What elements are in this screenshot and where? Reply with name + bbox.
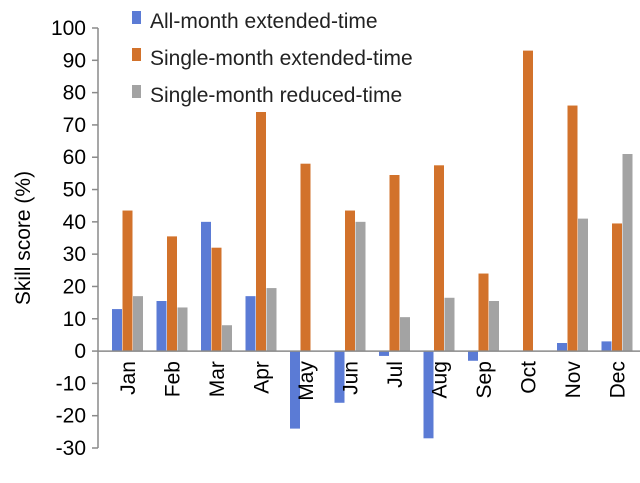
y-tick-label: 10 — [63, 308, 86, 331]
bar-jan-series-1 — [112, 309, 122, 352]
bar-jul-series-2 — [389, 175, 400, 352]
y-tick-label: -30 — [56, 437, 86, 460]
bar-dec-series-2 — [612, 223, 622, 352]
x-category-label: Feb — [162, 361, 185, 397]
bar-nov-series-3 — [578, 218, 588, 352]
bar-aug-series-3 — [444, 297, 455, 352]
bar-aug-series-2 — [434, 165, 444, 352]
bar-jan-series-3 — [133, 296, 143, 352]
y-tick-label: -20 — [56, 405, 86, 428]
bar-dec-series-1 — [601, 341, 612, 352]
bar-aug-series-1 — [423, 351, 434, 439]
bar-dec-series-3 — [622, 154, 633, 352]
y-tick-label: 30 — [63, 243, 86, 266]
bar-feb-series-1 — [156, 301, 167, 352]
bar-apr-series-2 — [256, 112, 266, 352]
legend-label: Single-month extended-time — [150, 47, 413, 70]
bar-apr-series-1 — [245, 296, 256, 352]
y-tick-label: 50 — [63, 179, 86, 202]
x-category-labels: Jan Feb Mar Apr May Jun Jul Aug Sep Oct Nov Dec — [117, 361, 630, 401]
legend-swatch — [132, 48, 141, 61]
bar-jun-series-2 — [345, 210, 355, 352]
y-tick-label: 20 — [63, 275, 86, 298]
legend-label: All-month extended-time — [150, 10, 378, 33]
bar-sep-series-1 — [468, 351, 478, 361]
y-tick-label: 80 — [63, 82, 86, 105]
legend-swatch — [132, 85, 141, 98]
x-category-label: Aug — [429, 361, 452, 398]
bar-nov-series-2 — [567, 105, 578, 352]
x-category-label: Jan — [117, 361, 140, 395]
y-tick-label: 100 — [51, 17, 86, 40]
bar-apr-series-3 — [266, 288, 277, 352]
bars-layer — [112, 50, 633, 439]
bar-may-series-1 — [290, 351, 300, 429]
bar-jul-series-1 — [379, 351, 389, 356]
y-tick-label: 0 — [74, 340, 86, 363]
legend-swatch — [132, 11, 141, 24]
legend-label: Single-month reduced-time — [150, 84, 402, 107]
bar-jan-series-2 — [122, 210, 133, 352]
bar-mar-series-3 — [222, 325, 232, 352]
x-category-label: Nov — [562, 361, 585, 399]
bar-sep-series-3 — [489, 301, 499, 352]
bar-nov-series-1 — [557, 343, 567, 352]
x-category-label: Apr — [251, 361, 274, 394]
x-category-label: Jun — [340, 361, 363, 395]
bar-jun-series-3 — [355, 221, 366, 352]
x-category-label: Dec — [607, 361, 630, 398]
y-tick-label: -10 — [56, 372, 86, 395]
bar-sep-series-2 — [478, 273, 489, 352]
bar-jul-series-3 — [400, 317, 410, 352]
bar-mar-series-2 — [211, 247, 222, 352]
y-axis-label: Skill score (%) — [12, 171, 35, 305]
bar-mar-series-1 — [201, 221, 211, 352]
y-tick-label: 40 — [63, 211, 86, 234]
y-tick-label: 70 — [63, 114, 86, 137]
x-category-label: Jul — [384, 361, 407, 388]
bar-oct-series-2 — [523, 50, 533, 352]
legend: All-month extended-time Single-month exte… — [132, 10, 413, 107]
y-tick-label: 60 — [63, 146, 86, 169]
bar-feb-series-3 — [177, 307, 188, 352]
x-category-label: Mar — [206, 361, 229, 397]
bar-jun-series-1 — [334, 351, 345, 403]
y-ticks: -30 -20 -10 0 10 20 30 40 50 60 70 80 90 100 — [51, 17, 98, 460]
x-category-label: Oct — [518, 361, 541, 394]
y-tick-label: 90 — [63, 49, 86, 72]
bar-may-series-2 — [300, 163, 311, 352]
x-category-label: May — [295, 361, 318, 401]
bar-feb-series-2 — [167, 236, 177, 352]
x-category-label: Sep — [473, 361, 496, 398]
